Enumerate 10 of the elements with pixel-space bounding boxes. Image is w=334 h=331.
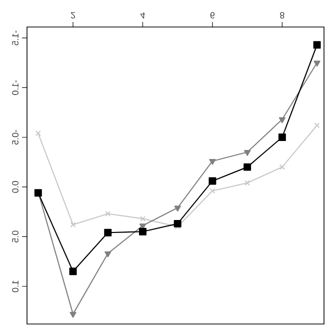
x-tick-label: 4 bbox=[140, 12, 145, 18]
y-tick-label: 1.0 bbox=[12, 280, 19, 292]
x-tick-label: 2 bbox=[70, 12, 76, 19]
y-tick-label: 0.5 bbox=[12, 230, 19, 242]
x-tick-label: 6 bbox=[210, 12, 215, 19]
y-tick-label: -1.0 bbox=[12, 80, 19, 95]
y-tick-label: -0.5 bbox=[12, 130, 19, 145]
y-tick-label: 0.0 bbox=[12, 181, 19, 193]
x-tick-label: 8 bbox=[280, 12, 284, 19]
y-tick-label: -1.5 bbox=[12, 30, 19, 46]
